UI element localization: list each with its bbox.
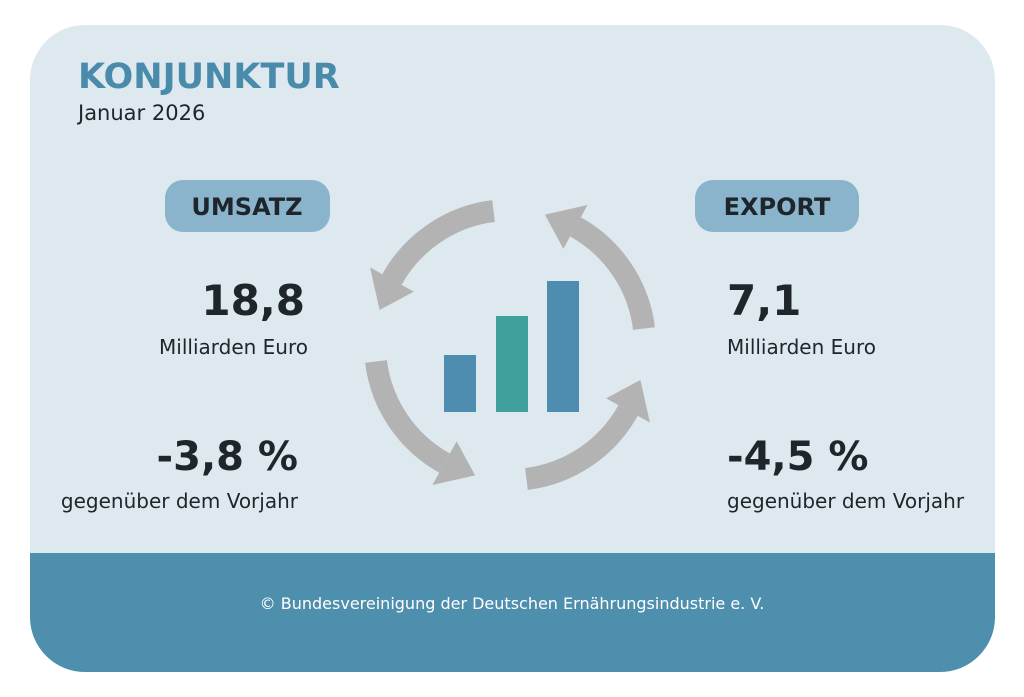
cycle-arrow — [432, 441, 476, 485]
panel-change-label: gegenüber dem Vorjahr — [727, 489, 965, 513]
panel-value: 7,1 — [727, 276, 801, 325]
label-pill — [695, 180, 859, 232]
title: KONJUNKTUR — [78, 57, 340, 97]
footer-band — [30, 553, 995, 672]
label-pill — [165, 180, 330, 232]
card — [30, 25, 995, 672]
cycle-arrow — [370, 267, 414, 311]
cycle-arrow — [569, 217, 655, 331]
panel-change: -3,8 % — [157, 434, 298, 480]
subtitle: Januar 2026 — [76, 101, 205, 125]
icon-bar — [547, 281, 579, 412]
cycle-arrow — [382, 200, 496, 286]
footer-text: © Bundesvereinigung der Deutschen Ernähr… — [260, 594, 765, 613]
icon-bar — [444, 355, 476, 412]
panel-change-label: gegenüber dem Vorjahr — [61, 489, 299, 513]
cycle-arrow — [365, 359, 451, 473]
panel-value: 18,8 — [201, 276, 305, 325]
panel-unit: Milliarden Euro — [159, 335, 308, 359]
panel-change: -4,5 % — [727, 434, 868, 480]
cycle-icon — [365, 200, 655, 490]
panel-label: UMSATZ — [191, 193, 302, 221]
panel-label: EXPORT — [724, 193, 831, 221]
cycle-arrow — [524, 404, 638, 490]
cycle-arrow — [544, 205, 588, 249]
panel-unit: Milliarden Euro — [727, 335, 876, 359]
icon-bar — [496, 316, 528, 412]
cycle-arrow — [606, 379, 650, 423]
